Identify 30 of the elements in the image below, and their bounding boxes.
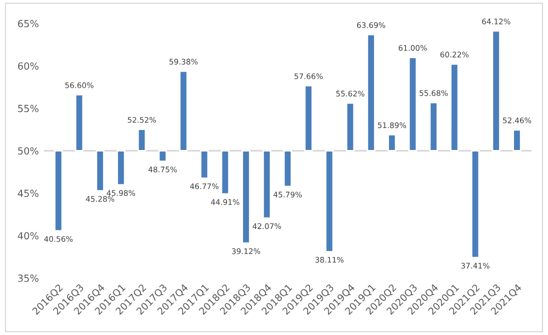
bar <box>512 129 522 152</box>
bar <box>137 128 146 152</box>
bar <box>96 150 104 192</box>
bar <box>116 150 126 186</box>
bar <box>366 34 376 152</box>
bar <box>200 150 209 179</box>
bar <box>346 102 355 152</box>
bar <box>220 150 230 195</box>
bar <box>492 30 500 152</box>
bar <box>158 150 167 162</box>
bar <box>54 150 63 232</box>
bar <box>179 70 188 152</box>
y-tick-label: 60% <box>18 62 38 70</box>
y-tick-label: 35% <box>18 274 38 282</box>
bar <box>408 56 418 152</box>
bar <box>450 63 459 152</box>
bar <box>262 150 272 219</box>
bar <box>304 85 313 152</box>
y-tick-label: 40% <box>18 232 38 240</box>
bar <box>74 94 84 152</box>
y-tick-label: 55% <box>18 104 38 112</box>
bar <box>429 102 438 152</box>
y-tick-label: 50% <box>18 147 38 155</box>
bar <box>325 150 334 252</box>
y-tick-label: 65% <box>18 20 38 28</box>
bar <box>388 134 396 152</box>
y-tick-label: 45% <box>18 190 38 198</box>
bar <box>242 150 250 244</box>
bar <box>470 150 480 258</box>
bar <box>283 150 292 188</box>
